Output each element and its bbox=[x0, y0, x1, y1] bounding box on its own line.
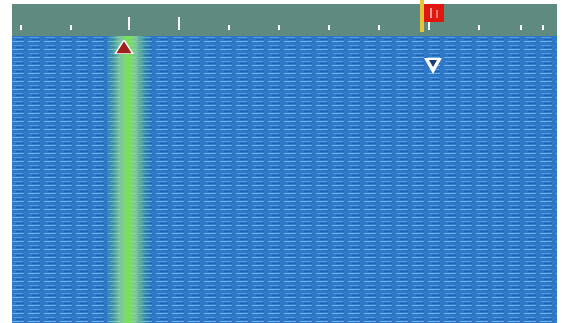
noise-floor bbox=[12, 36, 557, 323]
frequency-ruler[interactable] bbox=[12, 4, 557, 36]
ruler-tick bbox=[178, 17, 180, 30]
spectrum-waterfall[interactable] bbox=[12, 36, 557, 323]
ruler-tick bbox=[70, 25, 72, 30]
signal-glow bbox=[107, 36, 149, 323]
ruler-tick bbox=[478, 25, 480, 30]
triangle-down-icon[interactable] bbox=[423, 58, 443, 74]
ruler-tick bbox=[428, 17, 430, 30]
ruler-tick bbox=[20, 25, 22, 30]
ruler-tick bbox=[328, 25, 330, 30]
ruler-tick bbox=[378, 25, 380, 30]
red-flag-icon[interactable] bbox=[418, 0, 452, 32]
ruler-tick bbox=[128, 17, 130, 30]
ruler-tick bbox=[520, 25, 522, 30]
ruler-tick bbox=[278, 25, 280, 30]
triangle-up-icon[interactable] bbox=[114, 40, 134, 54]
ruler-tick bbox=[228, 25, 230, 30]
ruler-tick bbox=[542, 25, 544, 30]
signal-trace bbox=[110, 36, 146, 323]
